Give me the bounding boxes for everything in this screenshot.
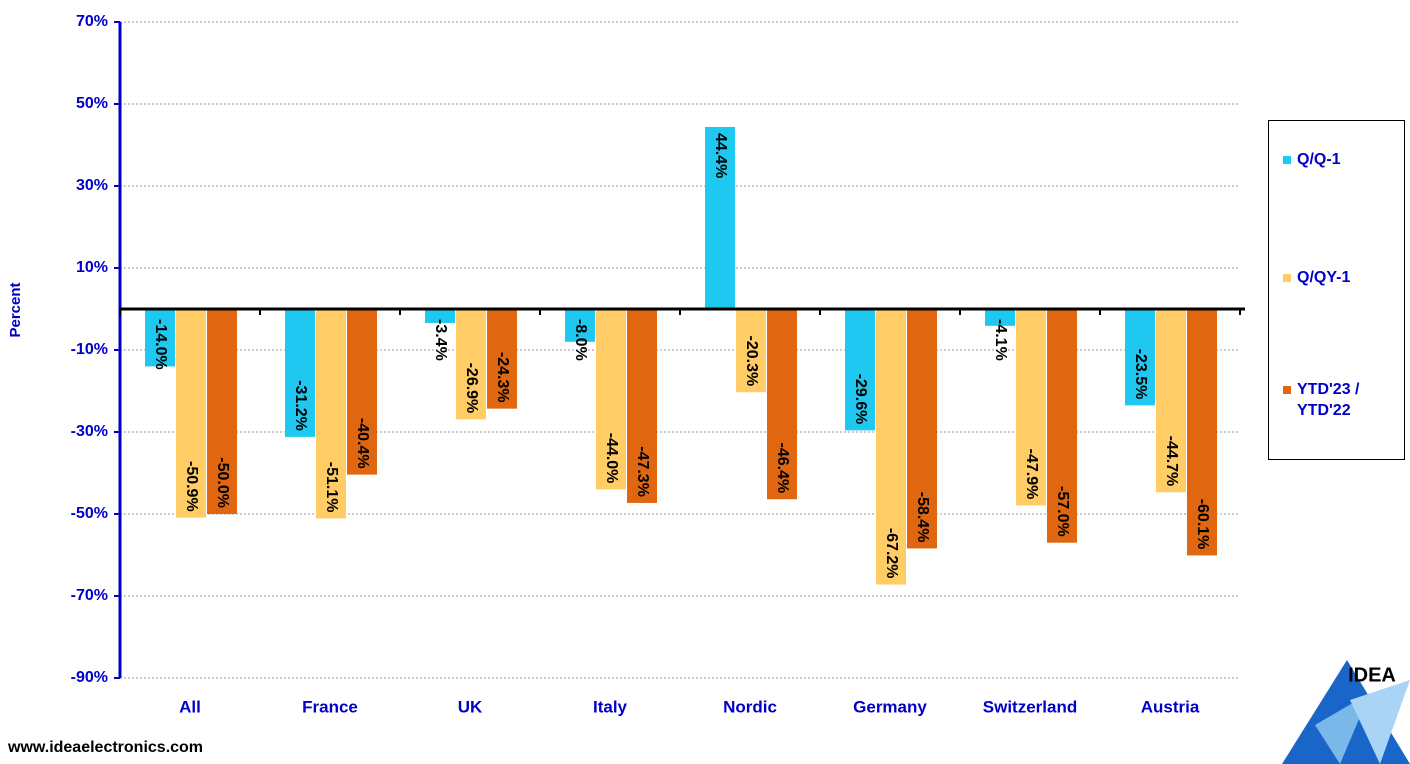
legend-swatch [1283, 386, 1291, 394]
data-label: -29.6% [852, 374, 869, 425]
y-axis-label: Percent [7, 282, 24, 337]
bar [285, 309, 315, 437]
bar [736, 309, 766, 393]
x-tick-label: Switzerland [983, 697, 1077, 716]
y-tick-label: -30% [71, 423, 108, 440]
legend-item: YTD'23 / YTD'22 [1283, 379, 1401, 421]
bar [627, 309, 657, 503]
data-label: -50.9% [183, 461, 200, 512]
data-label: -4.1% [992, 319, 1009, 361]
data-label: -47.3% [634, 446, 651, 497]
data-label: -3.4% [432, 319, 449, 361]
bar [1125, 309, 1155, 406]
data-label: -50.0% [214, 457, 231, 508]
bar [1016, 309, 1046, 506]
data-label: -57.0% [1054, 486, 1071, 537]
data-label: 44.4% [712, 133, 729, 178]
bar [347, 309, 377, 475]
logo-text: IDEA [1348, 664, 1396, 686]
data-label: -20.3% [743, 336, 760, 387]
bar [985, 309, 1015, 326]
logo-shape [1350, 680, 1410, 764]
x-tick-label: Nordic [723, 697, 777, 716]
bar [145, 309, 175, 367]
bar [1187, 309, 1217, 556]
data-label: -44.0% [603, 433, 620, 484]
y-tick-label: -50% [71, 505, 108, 522]
y-tick-label: -70% [71, 587, 108, 604]
data-label: -14.0% [152, 319, 169, 370]
data-label: -46.4% [774, 443, 791, 494]
bar [705, 126, 735, 310]
data-label: -26.9% [463, 363, 480, 414]
x-tick-label: Italy [593, 697, 628, 716]
y-tick-label: -10% [71, 341, 108, 358]
data-label: -40.4% [354, 418, 371, 469]
bar [1156, 309, 1186, 493]
data-label: -23.5% [1132, 349, 1149, 400]
y-tick-label: 70% [76, 13, 108, 30]
data-label: -67.2% [883, 528, 900, 579]
bar [487, 309, 517, 409]
bar [176, 309, 206, 518]
data-label: -60.1% [1194, 499, 1211, 550]
data-label: -58.4% [914, 492, 931, 543]
bar [565, 309, 595, 342]
legend-label: Q/QY-1 [1297, 269, 1351, 286]
x-tick-label: All [179, 697, 201, 716]
bar [316, 309, 346, 519]
legend: Q/Q-1 Q/QY-1 YTD'23 / YTD'22 [1268, 120, 1405, 460]
data-label: -47.9% [1023, 449, 1040, 500]
bar [876, 309, 906, 585]
bar [767, 309, 797, 500]
bar [456, 309, 486, 420]
x-tick-label: Austria [1141, 697, 1200, 716]
legend-swatch [1283, 274, 1291, 282]
bar [425, 309, 455, 323]
bar [207, 309, 237, 514]
y-tick-label: 10% [76, 259, 108, 276]
legend-label: Q/Q-1 [1297, 151, 1341, 168]
y-tick-label: 30% [76, 177, 108, 194]
data-label: -44.7% [1163, 436, 1180, 487]
data-label: -51.1% [323, 462, 340, 513]
bar [596, 309, 626, 490]
x-tick-label: France [302, 697, 358, 716]
legend-item: Q/Q-1 [1283, 149, 1401, 170]
legend-item: Q/QY-1 [1283, 267, 1401, 288]
footer: www.ideaelectronics.com [7, 739, 203, 756]
bar [907, 309, 937, 549]
legend-swatch [1283, 156, 1291, 164]
y-tick-label: -90% [71, 669, 108, 686]
logo: IDEA [1282, 660, 1410, 764]
x-tick-label: Germany [853, 697, 927, 716]
data-label: -8.0% [572, 319, 589, 361]
data-label: -31.2% [292, 380, 309, 431]
bar [1047, 309, 1077, 543]
bar [845, 309, 875, 431]
y-tick-label: 50% [76, 95, 108, 112]
data-label: -24.3% [494, 352, 511, 403]
x-tick-label: UK [458, 697, 483, 716]
legend-label: YTD'23 / YTD'22 [1297, 381, 1360, 419]
